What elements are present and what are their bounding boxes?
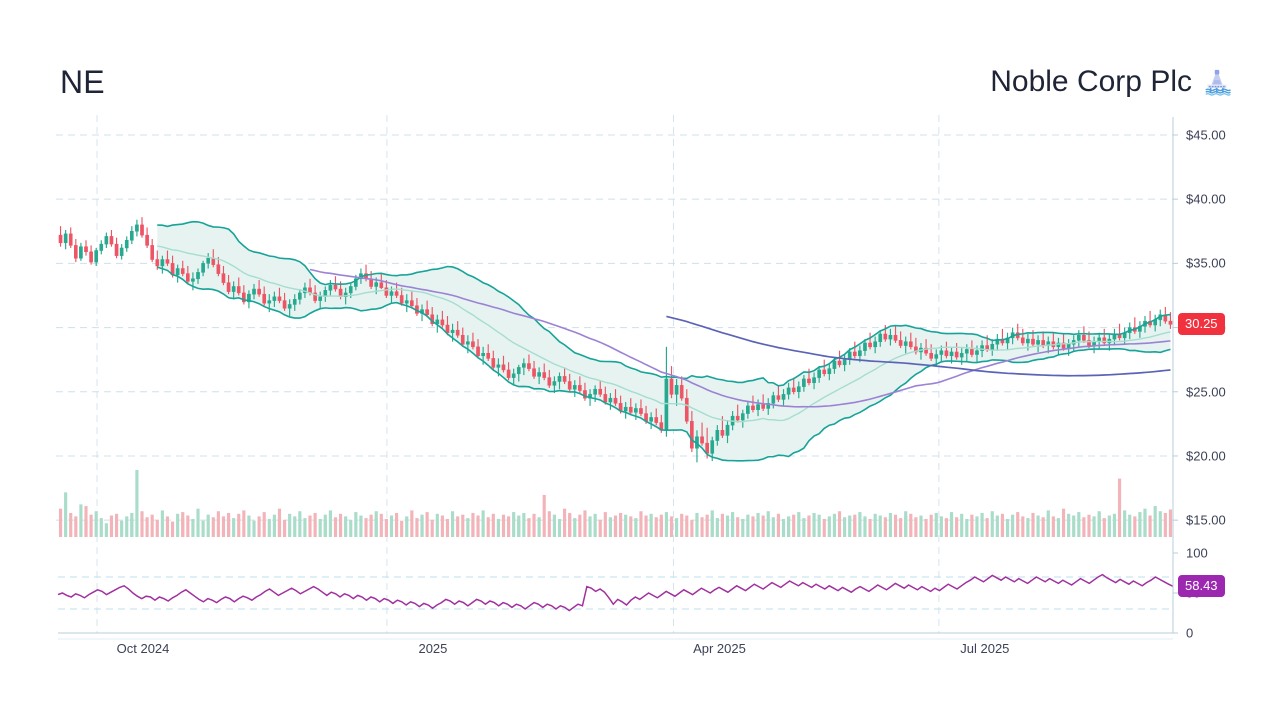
axis [58,117,1178,640]
y-axis-price-label: $35.00 [1186,255,1226,271]
x-axis-date-label: Jul 2025 [960,641,1010,656]
ma-50-line [309,268,1171,408]
ticker-symbol: NE [60,64,105,100]
indicator-lines [157,220,1171,462]
y-axis-price-label: $25.00 [1186,384,1226,400]
company-name: Noble Corp Plc [990,65,1192,98]
rsi-line [57,573,1174,612]
y-axis-rsi-label: 100 [1186,545,1208,561]
y-axis-rsi-label: 0 [1186,625,1194,641]
indicator-overlays [157,221,1171,461]
bollinger-band-fill [157,221,1171,461]
y-axis-price-label: $15.00 [1186,512,1226,528]
x-axis-date-label: Apr 2025 [693,641,746,656]
bollinger-upper [157,220,1171,387]
y-axis-price-label: $20.00 [1186,448,1226,464]
x-axis-date-label: 2025 [418,641,448,656]
bollinger-middle [157,245,1171,423]
y-axis-price-label: $45.00 [1186,127,1226,143]
current-rsi-badge: 58.43 [1178,575,1225,598]
bollinger-lower [157,266,1171,462]
y-axis-price-label: $40.00 [1186,191,1226,207]
x-axis-date-label: Oct 2024 [116,641,170,656]
candlestick-series [58,217,1173,463]
current-price-badge: 30.25 [1178,313,1225,336]
oil-rig-icon [1205,69,1231,96]
company-header: Noble Corp Plc [990,60,1232,104]
ma-200-line [666,315,1171,377]
volume-series [58,470,1173,537]
